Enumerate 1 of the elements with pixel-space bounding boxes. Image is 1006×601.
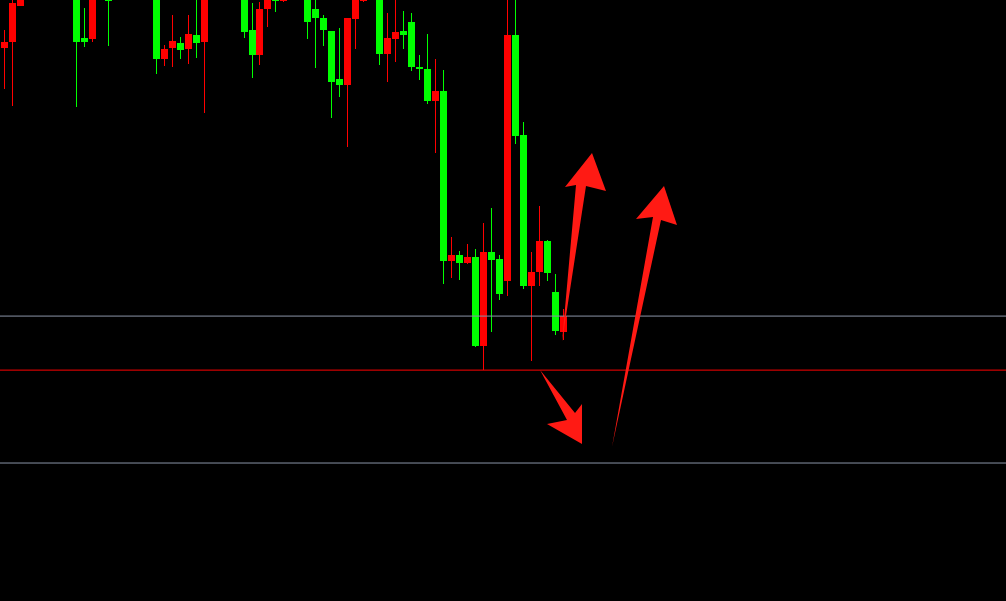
candlestick [416, 54, 423, 81]
